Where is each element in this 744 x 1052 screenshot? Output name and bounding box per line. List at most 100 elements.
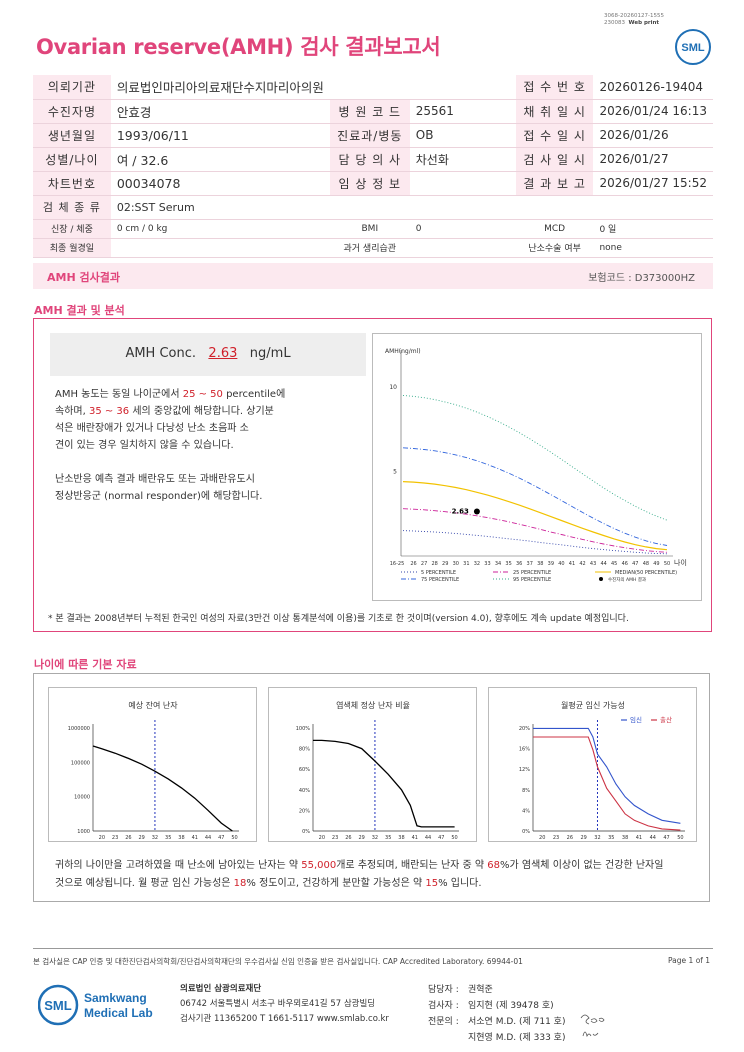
info-row: 성별/나이 여 / 32.6 담 당 의 사 차선화 검 사 일 시 2026/01/27 — [33, 147, 713, 172]
staff-name: 권혁준 — [468, 985, 493, 995]
y-tick-label: 1000000 — [68, 726, 90, 732]
staff-role: 담당자 : — [428, 985, 459, 995]
amh-conc-value: 2.63 — [208, 346, 238, 361]
chart-title: 염색체 정상 난자 비율 — [336, 700, 410, 710]
x-tick-label: 20 — [99, 835, 105, 841]
staff-row: 전문의 : 서소연 M.D. (제 711 호) — [428, 1014, 565, 1030]
info-value — [409, 75, 516, 100]
x-tick-label: 35 — [165, 835, 171, 841]
x-tick-label: 28 — [431, 561, 437, 567]
summary-part-f: % 입니다. — [438, 878, 482, 889]
y-tick-label: 1000 — [77, 829, 90, 835]
x-tick-label: 47 — [438, 835, 444, 841]
amh-percentile-chart-box: AMH(ng/ml) 5 10 16-25 26 27 28 29 30 31 32 33 34 35 36… — [372, 333, 702, 601]
extra-value: 0 일 — [593, 219, 713, 239]
x-tick-label: 26 — [567, 835, 573, 841]
extra-label: 과거 생리습관 — [329, 238, 410, 258]
extra-info-row: 최종 월경일 과거 생리습관 난소수술 여부 none — [33, 238, 713, 258]
info-value: 2026/01/24 16:13 — [593, 99, 713, 124]
extra-info-row: 신장 / 체중 0 cm / 0 kg BMI 0 MCD 0 일 — [33, 219, 713, 239]
analysis-box — [33, 318, 712, 632]
birth-pct: 15 — [425, 878, 439, 889]
extra-label: 난소수술 여부 — [515, 238, 594, 258]
staff-role: 검사자 : — [428, 1001, 459, 1011]
info-label: 수진자명 — [33, 99, 111, 124]
footer-divider — [33, 948, 713, 949]
analysis-line2a: 속하며, — [55, 406, 89, 417]
foundation-info: 의료법인 삼광의료재단 06742 서울특별시 서초구 바우뫼로41길 57 삼… — [180, 982, 389, 1027]
percentile-range: 25 ~ 50 — [182, 389, 223, 400]
info-value: 2026/01/27 15:52 — [593, 171, 713, 196]
x-tick-label: 46 — [622, 561, 628, 567]
extra-value: 0 cm / 0 kg — [110, 219, 330, 239]
info-label: 접 수 번 호 — [515, 75, 594, 100]
y-tick-label: 8% — [522, 788, 530, 794]
specimen-value: 02:SST Serum — [110, 195, 713, 220]
analysis-text: AMH 농도는 동일 나이군에서 25 ~ 50 percentile에 속하며… — [55, 386, 365, 505]
info-value: OB — [409, 123, 516, 148]
x-tick-label: 32 — [474, 561, 480, 567]
normal-egg-pct: 68 — [487, 860, 501, 871]
percentile-line — [402, 481, 668, 551]
y-tick-label: 100% — [296, 726, 311, 732]
sml-logo-text: SML — [681, 42, 705, 54]
x-tick-label: 32 — [594, 835, 600, 841]
x-tick-label: 47 — [663, 835, 669, 841]
extra-label: BMI — [329, 219, 410, 239]
web-print-label: Web print — [628, 20, 660, 26]
info-label: 결 과 보 고 — [515, 171, 594, 196]
percentile-line — [402, 394, 668, 521]
x-tick-label: 35 — [608, 835, 614, 841]
analysis-line4: 견이 있는 경우 일치하지 않을 수 있습니다. — [55, 440, 234, 451]
x-tick-label: 38 — [537, 561, 543, 567]
x-tick-label: 23 — [112, 835, 118, 841]
staff-name: 임지현 (제 39478 호) — [468, 1001, 554, 1011]
extra-label: 최종 월경일 — [33, 238, 111, 258]
x-tick-label: 41 — [192, 835, 198, 841]
report-code-line1: 3068-20260127-1555 — [604, 13, 664, 19]
legend-label: 75 PERCENTILE — [421, 577, 459, 583]
summary-part-b: 개로 추정되며, 배란되는 난자 중 약 — [336, 860, 488, 871]
x-tick-label: 35 — [505, 561, 511, 567]
info-value — [409, 171, 516, 196]
percentile-line — [402, 508, 668, 553]
info-value: 안효경 — [110, 99, 330, 124]
x-tick-label: 29 — [358, 835, 364, 841]
x-axis-label: 나이 — [674, 558, 687, 567]
info-label: 담 당 의 사 — [329, 147, 410, 172]
report-code: 3068-20260127-1555 230083 Web print — [604, 13, 664, 27]
info-value: 20260126-19404 — [593, 75, 713, 100]
y-tick-label: 0% — [302, 829, 310, 835]
amh-result-title: AMH 검사결과 — [47, 271, 120, 284]
normal-egg-ratio-chart-box: 염색체 정상 난자 비율 0% 20% 40% 60% 80% 100% 20 23 26 29 32… — [268, 687, 477, 842]
info-value: 00034078 — [110, 171, 330, 196]
amh-conc-label: AMH Conc. — [125, 346, 197, 361]
info-label: 의뢰기관 — [33, 75, 111, 100]
report-code-line2: 230083 — [604, 20, 625, 26]
info-label: 진료과/병동 — [329, 123, 410, 148]
amh-percentile-chart: AMH(ng/ml) 5 10 16-25 26 27 28 29 30 31 32 33 34 35 36… — [385, 348, 687, 583]
info-label: 접 수 일 시 — [515, 123, 594, 148]
x-tick-label: 23 — [332, 835, 338, 841]
y-tick-label: 10 — [389, 384, 397, 391]
staff-name: 지현영 M.D. (제 333 호) — [468, 1033, 566, 1043]
sml-logo-icon: SML — [675, 29, 711, 65]
x-tick-label: 35 — [385, 835, 391, 841]
staff-row: 담당자 : 권혁준 — [428, 982, 565, 998]
page-number: Page 1 of 1 — [668, 956, 711, 965]
info-value: 2026/01/27 — [593, 147, 713, 172]
amh-conc-unit: ng/mL — [249, 346, 291, 361]
chart-title: 월평균 임신 가능성 — [561, 700, 625, 710]
report-title: Ovarian reserve(AMH) 검사 결과보고서 — [36, 35, 441, 59]
x-tick-label: 38 — [398, 835, 404, 841]
x-tick-label: 50 — [677, 835, 683, 841]
info-label: 채 취 일 시 — [515, 99, 594, 124]
pregnancy-pct: 18 — [233, 878, 247, 889]
legend-label: 95 PERCENTILE — [513, 577, 551, 583]
age-summary-text: 귀하의 나이만을 고려하였을 때 난소에 남아있는 난자는 약 55,000개로… — [55, 857, 695, 893]
x-tick-label: 36 — [516, 561, 522, 567]
x-tick-label: 44 — [650, 835, 656, 841]
x-tick-label: 34 — [495, 561, 501, 567]
x-tick-label: 50 — [664, 561, 670, 567]
egg-count: 55,000 — [301, 860, 337, 871]
